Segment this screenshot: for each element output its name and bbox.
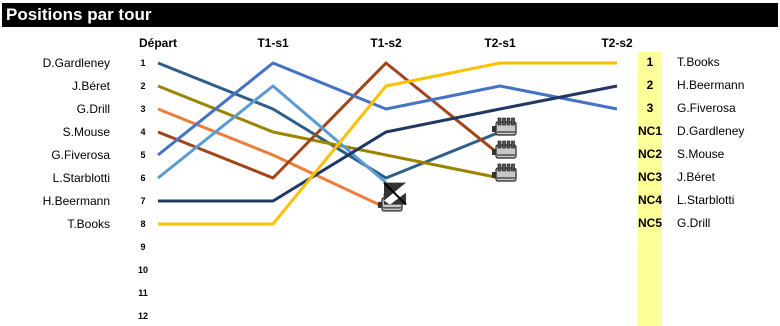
result-name: T.Books	[677, 55, 720, 69]
result-rank: NC5	[638, 216, 662, 230]
y-tick-label: 9	[140, 242, 145, 252]
y-tick-label: 1	[140, 58, 145, 68]
column-header: T1-s1	[257, 36, 289, 50]
start-name: G.Fiverosa	[51, 148, 110, 162]
start-name: S.Mouse	[63, 125, 111, 139]
column-header: T2-s2	[601, 36, 633, 50]
engine-failure-icon	[492, 163, 517, 182]
start-name: H.Beermann	[43, 194, 110, 208]
series-line	[157, 61, 618, 157]
start-name: J.Béret	[72, 79, 111, 93]
result-rank: NC2	[638, 147, 662, 161]
y-tick-label: 5	[140, 150, 145, 160]
result-name: G.Drill	[677, 216, 710, 230]
column-header: T1-s2	[370, 36, 402, 50]
series-line	[158, 61, 617, 226]
y-tick-label: 3	[140, 104, 145, 114]
series-line	[157, 84, 387, 184]
results-highlight-column	[638, 52, 662, 326]
result-name: H.Beermann	[677, 78, 744, 92]
y-tick-label: 4	[140, 127, 145, 137]
y-tick-label: 12	[138, 311, 148, 321]
engine-failure-icon	[492, 117, 517, 136]
column-header: Départ	[139, 36, 177, 50]
start-name: G.Drill	[77, 102, 110, 116]
engine-failure-icon	[492, 140, 517, 159]
crash-icon	[383, 181, 407, 206]
title-bar: Positions par tour	[2, 3, 778, 27]
result-rank: NC3	[638, 170, 662, 184]
y-tick-label: 2	[140, 81, 145, 91]
series-line	[157, 61, 501, 180]
y-tick-label: 7	[140, 196, 145, 206]
result-name: J.Béret	[677, 170, 716, 184]
result-rank: 1	[647, 55, 654, 69]
result-rank: NC1	[638, 124, 662, 138]
result-name: L.Starblotti	[677, 193, 734, 207]
result-name: S.Mouse	[677, 147, 725, 161]
result-name: D.Gardleney	[677, 124, 744, 138]
result-rank: NC4	[638, 193, 662, 207]
start-name: L.Starblotti	[53, 171, 110, 185]
start-name: T.Books	[67, 217, 110, 231]
series-line	[158, 84, 618, 203]
column-header: T2-s1	[484, 36, 516, 50]
y-tick-label: 8	[140, 219, 145, 229]
y-tick-label: 10	[138, 265, 148, 275]
result-name: G.Fiverosa	[677, 101, 736, 115]
chart-title: Positions par tour	[6, 5, 152, 24]
start-name: D.Gardleney	[43, 56, 110, 70]
result-rank: 2	[647, 78, 654, 92]
y-tick-label: 11	[138, 288, 148, 298]
y-tick-label: 6	[140, 173, 145, 183]
result-rank: 3	[647, 101, 654, 115]
